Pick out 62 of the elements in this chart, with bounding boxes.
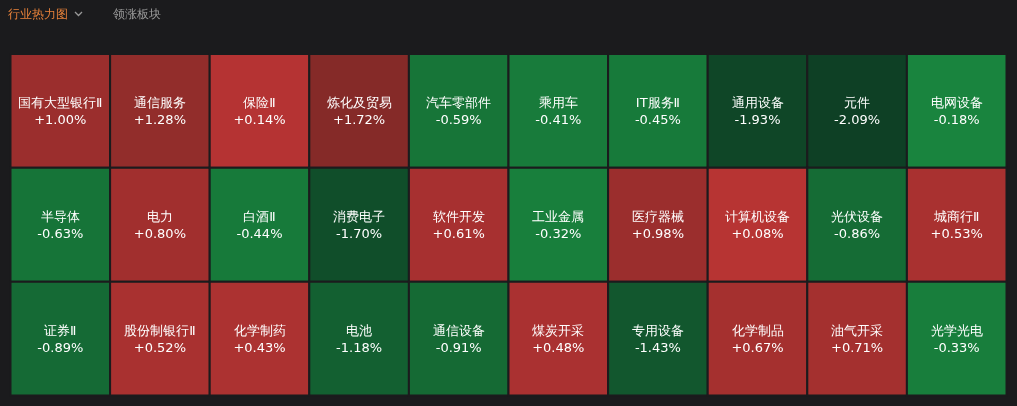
category-label: 化学制品 [731,322,784,338]
category-label: IT服务Ⅱ [635,94,680,110]
data-label: +0.71% [831,339,884,355]
text: 行业热力图 [8,5,68,23]
data-label: +0.43% [233,339,286,355]
data-label: -0.33% [933,339,980,355]
category-label: 消费电子 [333,208,386,224]
data-label: +0.98% [631,225,684,241]
category-label: 通信服务 [133,94,186,110]
data-label: -0.63% [37,225,84,241]
data-label: -0.18% [933,111,980,127]
category-label: 半导体 [40,208,80,224]
data-label: -0.41% [535,111,582,127]
category-label: 保险Ⅱ [243,94,276,110]
data-label: +0.08% [731,225,784,241]
category-label: 炼化及贸易 [326,94,392,110]
data-label: -0.44% [236,225,283,241]
data-label: -1.43% [634,339,681,355]
category-label: 证券Ⅱ [44,322,77,338]
category-label: 城商行Ⅱ [933,208,980,224]
category-label: 汽车零部件 [426,94,492,110]
data-label: -0.86% [834,225,881,241]
data-label: +1.00% [34,111,87,127]
data-label: -1.18% [336,339,383,355]
category-label: 软件开发 [432,208,485,224]
category-label: 化学制药 [233,322,286,338]
data-label: -2.09% [834,111,881,127]
category-label: 工业金属 [532,208,585,224]
category-label: 国有大型银行Ⅱ [18,94,103,110]
category-label: 通用设备 [731,94,784,110]
data-label: -0.89% [37,339,84,355]
category-label: 油气开采 [831,322,884,338]
category-label: 计算机设备 [725,208,790,224]
category-label: 专用设备 [631,322,684,338]
category-label: 电池 [346,322,373,338]
text: 领涨板块 [113,5,161,23]
category-label: 电网设备 [930,94,983,110]
data-label: +0.61% [432,225,485,241]
category-label: 股份制银行Ⅱ [124,322,196,338]
data-label: +0.14% [233,111,286,127]
category-label: 光伏设备 [831,208,884,224]
data-label: -0.91% [435,339,482,355]
data-label: +0.53% [930,225,983,241]
category-label: 通信设备 [432,322,485,338]
data-label: +0.48% [532,339,585,355]
category-label: 白酒Ⅱ [243,208,276,224]
category-label: 元件 [844,94,871,110]
data-label: -0.32% [535,225,582,241]
data-label: -0.45% [634,111,681,127]
category-label: 光学光电 [930,322,983,338]
data-label: -0.59% [435,111,482,127]
data-label: +0.80% [133,225,186,241]
category-label: 医疗器械 [631,208,684,224]
data-label: +1.28% [133,111,186,127]
category-label: 电力 [146,208,173,224]
data-label: -1.70% [336,225,383,241]
category-label: 乘用车 [538,94,578,110]
data-label: +0.52% [133,339,186,355]
category-label: 煤炭开采 [532,322,585,338]
data-label: -1.93% [734,111,781,127]
data-label: +1.72% [333,111,386,127]
data-label: +0.67% [731,339,784,355]
